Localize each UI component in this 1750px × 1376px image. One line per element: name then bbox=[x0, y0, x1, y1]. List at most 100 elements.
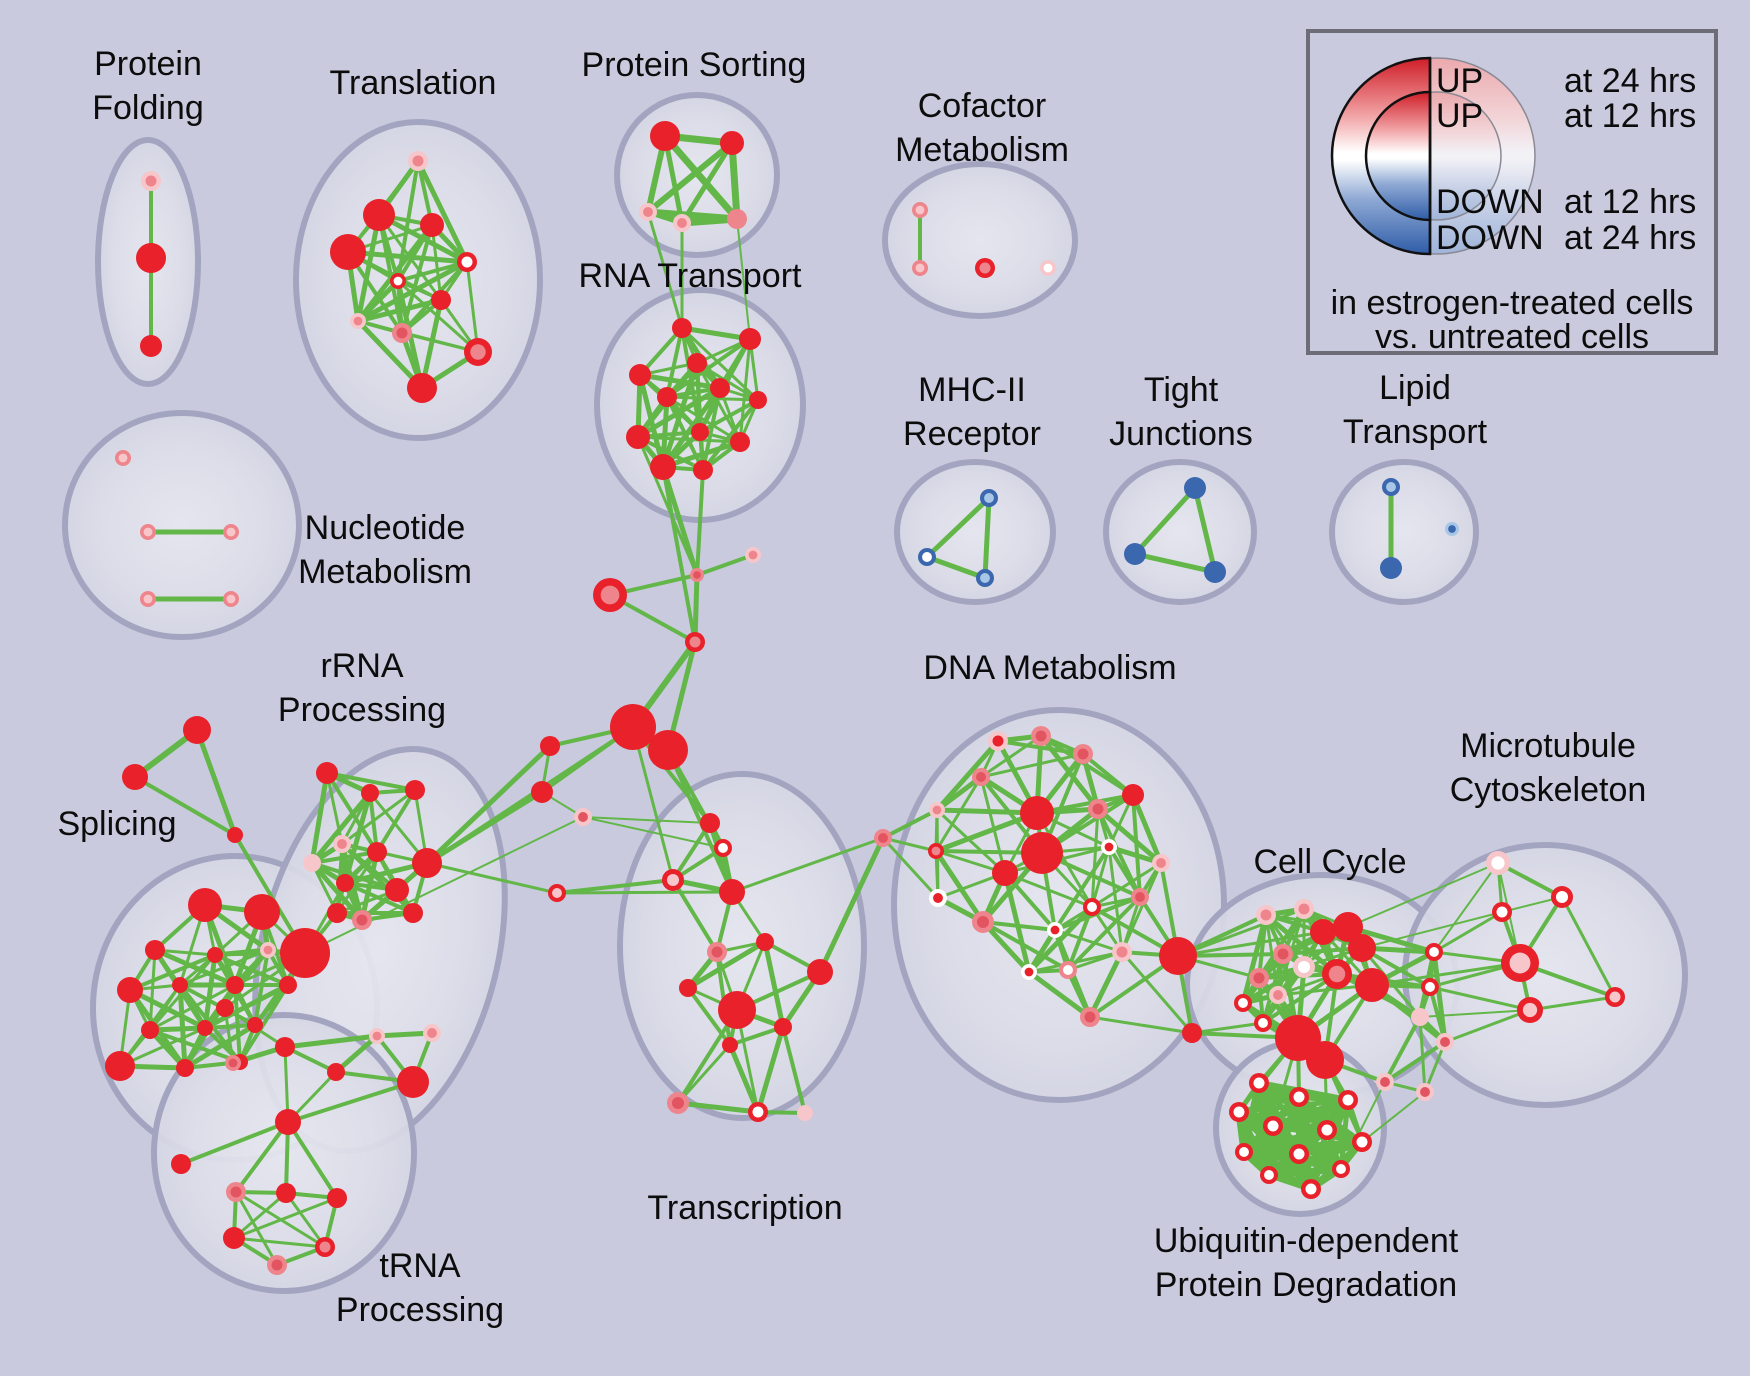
node-transcription-10 bbox=[774, 1018, 792, 1036]
edge-rna-transport-11--backbone-0 bbox=[695, 468, 705, 577]
node-splicing-6 bbox=[172, 977, 188, 993]
node-dna-metabolism-8 bbox=[1021, 832, 1063, 874]
edge-dna-metabolism-13-18 bbox=[1090, 861, 1163, 909]
node-rna-transport-1 bbox=[739, 328, 761, 350]
node-rna-transport-8 bbox=[691, 423, 709, 441]
edge-transcription-10-14 bbox=[781, 1025, 807, 1115]
edge-transcription-4--dna-metabolism-5 bbox=[730, 836, 885, 894]
cluster-mhc-ii-receptor-label-line1: MHC-II bbox=[918, 371, 1026, 409]
edge-dna-metabolism-0-4 bbox=[934, 738, 1001, 813]
node-splicing-2 bbox=[145, 940, 165, 960]
node-backbone-9 bbox=[227, 827, 243, 843]
node-translation-0-center bbox=[412, 155, 424, 167]
node-transcription-0 bbox=[700, 813, 720, 833]
legend-row1-direction: UP bbox=[1436, 62, 1483, 100]
edge-backbone-10--transcription-1 bbox=[582, 816, 724, 849]
edge-transcription-10-11 bbox=[728, 1025, 785, 1047]
edge-dna-metabolism-3-6 bbox=[934, 775, 983, 853]
edge-rrna-processing-6--transcription-3 bbox=[425, 861, 559, 895]
node-cell-cycle-4 bbox=[1348, 934, 1376, 962]
edge-dna-metabolism-10-13 bbox=[1095, 806, 1164, 866]
edge-dna-metabolism-12-21 bbox=[1107, 845, 1124, 954]
node-nucleotide-metabolism-2-center bbox=[226, 527, 236, 537]
node-dna-metabolism-23 bbox=[1159, 937, 1197, 975]
node-rna-transport-0 bbox=[672, 318, 692, 338]
edge-cell-cycle-6-10 bbox=[1240, 964, 1307, 1006]
node-dna-metabolism-14-center bbox=[1135, 892, 1145, 902]
node-transcription-4 bbox=[719, 879, 745, 905]
edge-translation-4-9 bbox=[465, 260, 480, 354]
edge-rna-transport-7--backbone-0 bbox=[636, 435, 699, 577]
node-ubiquitin-degradation-4-center bbox=[1267, 1120, 1279, 1132]
edge-backbone-7-9 bbox=[194, 727, 238, 838]
legend-caption-line1: in estrogen-treated cells bbox=[1331, 284, 1694, 322]
node-rrna-processing-12 bbox=[275, 1037, 295, 1057]
node-rrna-processing-6 bbox=[412, 848, 442, 878]
edge-rna-transport-6-11 bbox=[701, 398, 760, 472]
node-splicing-12 bbox=[105, 1051, 135, 1081]
edge-mhc-ii-receptor-0-1 bbox=[924, 495, 992, 560]
cluster-rrna-processing-label-line1: rRNA bbox=[320, 647, 403, 685]
edge-backbone-5--transcription-4 bbox=[666, 748, 734, 894]
edge-dna-metabolism-5-6 bbox=[881, 836, 938, 853]
cluster-ubiquitin-degradation-label-line2: Protein Degradation bbox=[1155, 1266, 1457, 1304]
edge-translation-1-7 bbox=[355, 212, 382, 324]
node-dna-metabolism-24 bbox=[1182, 1023, 1202, 1043]
edge-dna-metabolism-11-13 bbox=[1130, 792, 1164, 866]
node-transcription-14 bbox=[797, 1105, 813, 1121]
edge-protein-sorting-4--rna-transport-1 bbox=[736, 218, 751, 340]
edge-dna-metabolism-6-7 bbox=[933, 810, 1040, 854]
node-cell-cycle-14 bbox=[1306, 1041, 1344, 1079]
network-nodes bbox=[105, 121, 1625, 1275]
edge-splicing-4-6 bbox=[178, 948, 270, 987]
node-transcription-1-center bbox=[718, 843, 728, 853]
node-rrna-processing-13-center bbox=[228, 1058, 238, 1068]
node-cell-cycle-0-center bbox=[1260, 909, 1272, 921]
node-microtubule-cytoskeleton-3-center bbox=[1509, 952, 1531, 974]
node-ubiquitin-degradation-11-center bbox=[1305, 1183, 1317, 1195]
edge-splicing-2-3 bbox=[153, 948, 217, 957]
node-nucleotide-metabolism-0-center bbox=[118, 453, 128, 463]
edge-splicing-8-10 bbox=[202, 982, 291, 1031]
node-backbone-8 bbox=[122, 764, 148, 790]
legend-caption-line2: vs. untreated cells bbox=[1375, 318, 1649, 356]
node-dna-metabolism-19-center bbox=[1024, 967, 1034, 977]
node-trna-processing-0 bbox=[275, 1109, 301, 1135]
node-ubiquitin-degradation-0-center bbox=[1253, 1077, 1265, 1089]
node-dna-metabolism-2-center bbox=[1077, 748, 1089, 760]
edge-splicing-7-14 bbox=[233, 983, 242, 1064]
edge-dna-metabolism-24--cell-cycle-11 bbox=[1190, 1021, 1265, 1035]
cluster-translation-label-line1: Translation bbox=[330, 64, 497, 102]
node-ubiquitin-degradation-6-center bbox=[1356, 1136, 1368, 1148]
edge-trna-processing-0-1 bbox=[179, 1120, 290, 1166]
edge-dna-metabolism-22-24 bbox=[1088, 1015, 1194, 1035]
node-translation-5-center bbox=[393, 276, 403, 286]
node-nucleotide-metabolism-4-center bbox=[226, 594, 236, 604]
edge-dna-metabolism-19-21 bbox=[1027, 950, 1124, 974]
edge-rna-transport-4-11 bbox=[701, 386, 722, 472]
node-cell-cycle-7-center bbox=[1328, 965, 1346, 983]
cluster-tight-junctions-ellipse bbox=[1103, 459, 1257, 605]
node-backbone-2-center bbox=[748, 550, 758, 560]
node-protein-folding-2 bbox=[140, 335, 162, 357]
edge-cell-cycle-16-20 bbox=[1428, 985, 1447, 1044]
edge-cell-cycle-19--microtubule-cytoskeleton-2 bbox=[1432, 910, 1504, 954]
edge-protein-sorting-0-4 bbox=[661, 132, 741, 223]
edge-splicing-3-5 bbox=[128, 953, 217, 992]
node-splicing-4-center bbox=[263, 945, 273, 955]
node-translation-8-center bbox=[396, 327, 408, 339]
node-microtubule-cytoskeleton-1-center bbox=[1555, 890, 1569, 904]
node-dna-metabolism-10-center bbox=[1092, 803, 1104, 815]
node-protein-sorting-3-center bbox=[677, 218, 687, 228]
node-rrna-processing-1 bbox=[361, 784, 379, 802]
edge-splicing-8-14 bbox=[238, 983, 290, 1064]
edge-cell-cycle-17--ubiquitin-degradation-9 bbox=[1340, 1081, 1386, 1170]
edge-splicing-4-11 bbox=[253, 948, 270, 1027]
node-backbone-0-center bbox=[693, 571, 701, 579]
node-splicing-3 bbox=[207, 947, 223, 963]
node-rrna-processing-7 bbox=[336, 874, 354, 892]
node-rna-transport-2 bbox=[629, 364, 651, 386]
edge-tight-junctions-1-2 bbox=[1132, 551, 1218, 575]
cluster-nucleotide-metabolism-ellipse bbox=[62, 410, 302, 640]
